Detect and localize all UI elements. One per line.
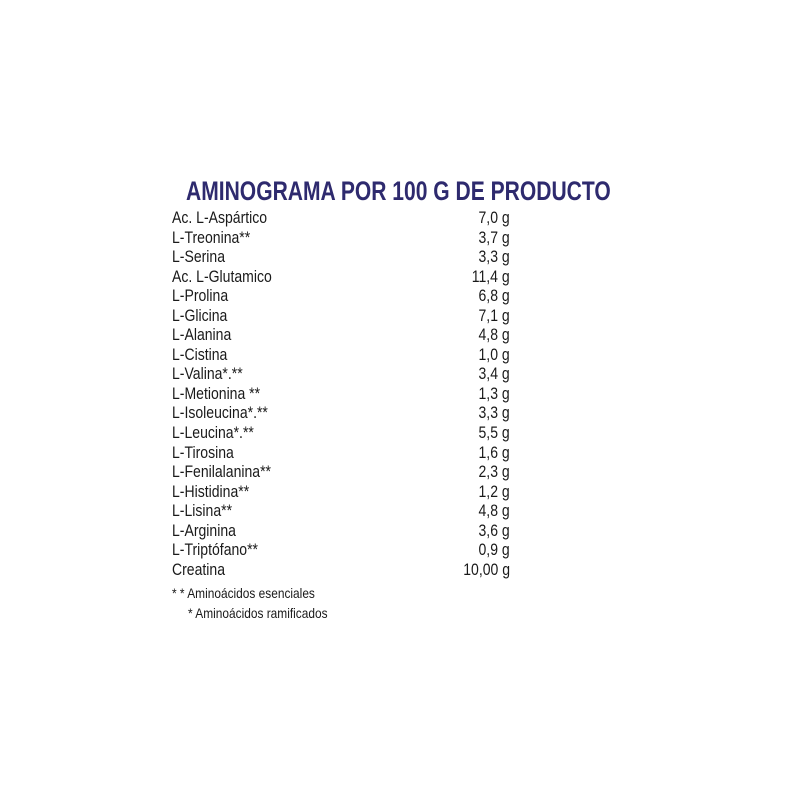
page-title: AMINOGRAMA POR 100 G DE PRODUCTO — [186, 176, 611, 206]
table-row: Ac. L-Glutamico 11,4 g — [172, 268, 512, 288]
amino-acid-value: 3,3 g — [478, 404, 510, 423]
amino-acid-name: L-Serina — [172, 248, 226, 267]
table-row: L-Alanina 4,8 g — [172, 326, 512, 346]
footnote-branched: * Aminoácidos ramificados — [188, 605, 328, 621]
amino-acid-name: L-Treonina** — [172, 228, 251, 247]
amino-acid-name: L-Fenilalanina** — [172, 463, 272, 482]
table-row: L-Triptófano** 0,9 g — [172, 541, 512, 561]
amino-acid-name: L-Lisina** — [172, 502, 233, 521]
table-row: L-Glicina 7,1 g — [172, 307, 512, 327]
amino-acid-name: L-Cistina — [172, 345, 228, 364]
amino-acid-value: 7,0 g — [478, 209, 510, 227]
amino-acid-value: 1,3 g — [478, 384, 510, 403]
table-row: L-Metionina ** 1,3 g — [172, 385, 512, 405]
table-row: L-Serina 3,3 g — [172, 248, 512, 268]
amino-acid-value: 3,6 g — [478, 521, 510, 540]
amino-acid-value: 5,5 g — [478, 424, 510, 443]
amino-acid-value: 1,6 g — [478, 443, 510, 462]
amino-acid-value: 10,00 g — [463, 560, 510, 579]
amino-acid-name: Ac. L-Aspártico — [172, 209, 268, 227]
table-row: L-Treonina** 3,7 g — [172, 229, 512, 249]
table-row: L-Arginina 3,6 g — [172, 522, 512, 542]
amino-acid-value: 3,4 g — [478, 365, 510, 384]
footnote-essential: * * Aminoácidos esenciales — [172, 585, 315, 601]
table-row: L-Leucina*.** 5,5 g — [172, 424, 512, 444]
amino-acid-value: 3,3 g — [478, 248, 510, 267]
amino-acid-name: Ac. L-Glutamico — [172, 267, 272, 286]
amino-acid-name: Creatina — [172, 560, 226, 579]
amino-acid-name: L-Tirosina — [172, 443, 234, 462]
amino-acid-value: 1,2 g — [478, 482, 510, 501]
table-row: L-Cistina 1,0 g — [172, 346, 512, 366]
amino-acid-name: L-Glicina — [172, 306, 228, 325]
amino-acid-name: L-Leucina*.** — [172, 424, 254, 443]
table-row: Ac. L-Aspártico 7,0 g — [172, 209, 512, 229]
table-row: L-Histidina** 1,2 g — [172, 483, 512, 503]
table-row: L-Lisina** 4,8 g — [172, 502, 512, 522]
amino-acid-value: 2,3 g — [478, 463, 510, 482]
table-row: L-Tirosina 1,6 g — [172, 444, 512, 464]
amino-acid-name: L-Triptófano** — [172, 541, 259, 560]
amino-acid-name: L-Alanina — [172, 326, 232, 345]
table-row: L-Isoleucina*.** 3,3 g — [172, 404, 512, 424]
table-row: Creatina 10,00 g — [172, 561, 512, 581]
amino-acid-name: L-Metionina ** — [172, 384, 261, 403]
amino-acid-value: 3,7 g — [478, 228, 510, 247]
amino-acid-value: 11,4 g — [472, 267, 510, 286]
amino-acid-name: L-Isoleucina*.** — [172, 404, 268, 423]
amino-acid-name: L-Histidina** — [172, 482, 250, 501]
table-row: L-Fenilalanina** 2,3 g — [172, 463, 512, 483]
aminogram-table: Ac. L-Aspártico 7,0 g L-Treonina** 3,7 g L-S… — [172, 209, 512, 580]
table-row: L-Valina*.** 3,4 g — [172, 365, 512, 385]
amino-acid-value: 1,0 g — [478, 345, 510, 364]
amino-acid-value: 6,8 g — [478, 287, 510, 306]
table-row: L-Prolina 6,8 g — [172, 287, 512, 307]
amino-acid-value: 7,1 g — [478, 306, 510, 325]
amino-acid-value: 0,9 g — [478, 541, 510, 560]
amino-acid-value: 4,8 g — [478, 502, 510, 521]
amino-acid-name: L-Arginina — [172, 521, 236, 540]
amino-acid-value: 4,8 g — [478, 326, 510, 345]
amino-acid-name: L-Valina*.** — [172, 365, 243, 384]
amino-acid-name: L-Prolina — [172, 287, 229, 306]
